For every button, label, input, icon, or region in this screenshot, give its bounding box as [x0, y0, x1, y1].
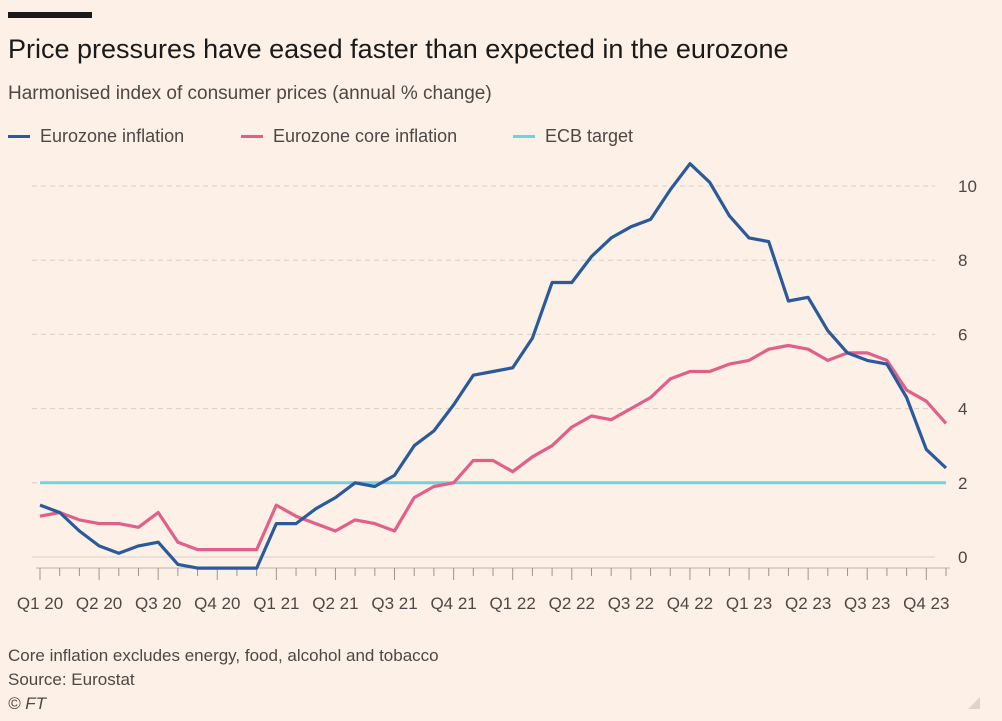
x-tick-label-6: Q3 21 — [371, 594, 417, 613]
chart-subtitle: Harmonised index of consumer prices (ann… — [8, 83, 492, 104]
x-tick-label-11: Q4 22 — [667, 594, 713, 613]
y-tick-label-8: 8 — [958, 251, 967, 270]
core-inflation-line — [39, 343, 948, 552]
headline-inflation-line — [39, 162, 948, 570]
resize-corner-icon — [968, 697, 980, 709]
legend-swatch-target — [513, 135, 535, 138]
y-tick-label-4: 4 — [958, 400, 967, 419]
x-tick-label-3: Q4 20 — [194, 594, 240, 613]
x-tick-label-12: Q1 23 — [726, 594, 772, 613]
axis-layer: 0 2 4 6 8 10 Q1 20 Q2 20 Q3 20 Q4 20 Q1 21 Q2 21 Q3 … — [17, 177, 977, 613]
x-tick-label-1: Q2 20 — [76, 594, 122, 613]
x-tick-label-8: Q1 22 — [490, 594, 536, 613]
x-tick-label-2: Q3 20 — [135, 594, 181, 613]
source-note: Source: Eurostat — [8, 670, 135, 689]
x-tick-label-15: Q4 23 — [903, 594, 949, 613]
y-tick-label-6: 6 — [958, 325, 967, 344]
legend-swatch-core — [241, 135, 263, 138]
x-tick-label-9: Q2 22 — [549, 594, 595, 613]
legend-item-core: Eurozone core inflation — [241, 126, 457, 147]
ft-credit: © FT — [8, 694, 47, 713]
y-tick-label-0: 0 — [958, 548, 967, 567]
legend-label-core: Eurozone core inflation — [273, 126, 458, 146]
legend-item-target: ECB target — [513, 126, 633, 147]
series-layer — [39, 162, 948, 570]
legend-label-headline: Eurozone inflation — [40, 126, 185, 146]
x-tick-label-5: Q2 21 — [312, 594, 358, 613]
chart-title: Price pressures have eased faster than e… — [8, 34, 789, 64]
grid-layer — [32, 185, 935, 558]
y-tick-label-2: 2 — [958, 474, 967, 493]
y-tick-label-10: 10 — [958, 177, 977, 196]
x-tick-label-14: Q3 23 — [844, 594, 890, 613]
footnote: Core inflation excludes energy, food, al… — [8, 646, 439, 665]
x-tick-label-4: Q1 21 — [253, 594, 299, 613]
legend-item-headline: Eurozone inflation — [8, 126, 184, 147]
x-tick-label-7: Q4 21 — [430, 594, 476, 613]
legend-swatch-headline — [8, 135, 30, 138]
x-tick-label-13: Q2 23 — [785, 594, 831, 613]
x-tick-label-0: Q1 20 — [17, 594, 63, 613]
x-tick-label-10: Q3 22 — [608, 594, 654, 613]
legend-label-target: ECB target — [545, 126, 634, 146]
ft-top-bar — [8, 12, 92, 18]
